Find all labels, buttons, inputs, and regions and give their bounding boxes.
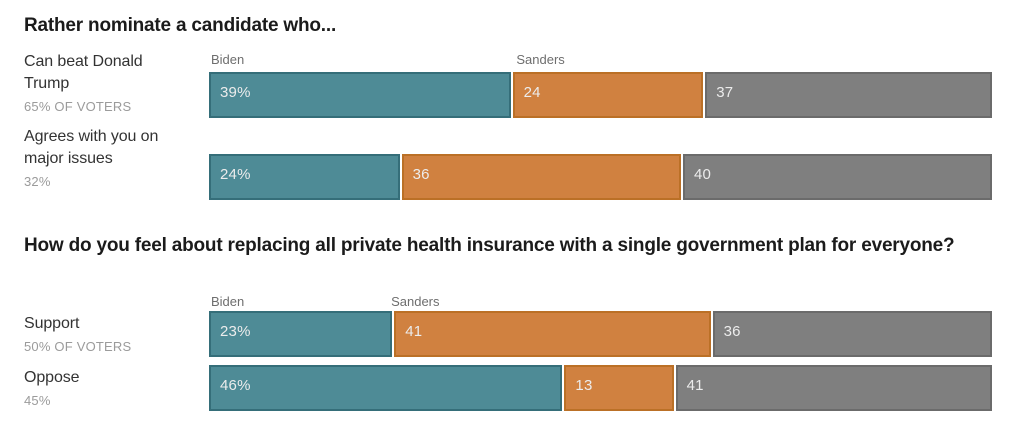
bar-value-label: 24%	[220, 166, 251, 183]
row-sublabel-text: 45%	[24, 393, 51, 408]
row-label-oppose: Oppose 45%	[24, 367, 186, 409]
bar-value-label: 41	[405, 323, 423, 340]
bar-value-label: 39%	[220, 84, 251, 101]
row-label-support: Support 50% OF VOTERS	[24, 313, 186, 355]
row-sublabel-text: 65% OF VOTERS	[24, 99, 132, 114]
bar-value-label: 46%	[220, 377, 251, 394]
bar-value-label: 24	[523, 84, 541, 101]
section-title-health-insurance: How do you feel about replacing all priv…	[24, 235, 955, 256]
row-sublabel-text: 50% OF VOTERS	[24, 339, 132, 354]
bar-value-label: 37	[716, 84, 734, 101]
bar-segment-sanders: 13	[564, 365, 674, 411]
bar-track-agrees-major-issues: 24% 36 40	[209, 154, 992, 200]
bar-value-label: 36	[723, 323, 741, 340]
bar-value-label: 36	[412, 166, 430, 183]
bar-track-support: 23% 41 36	[209, 311, 993, 357]
series-label-sanders: Sanders	[391, 294, 440, 309]
series-label-biden: Biden	[211, 294, 245, 309]
row-sublabel-text: 32%	[24, 174, 51, 189]
series-labels-nominate: Biden Sanders	[209, 52, 992, 68]
series-labels-health-insurance: Biden Sanders	[209, 294, 992, 310]
bar-value-label: 13	[575, 377, 593, 394]
row-label-text: Can beat Donald Trump	[24, 53, 143, 92]
bar-value-label: 23%	[220, 323, 251, 340]
bar-value-label: 40	[694, 166, 712, 183]
bar-segment-sanders: 24	[512, 72, 704, 118]
bar-segment-biden: 24%	[209, 154, 400, 200]
row-label-agrees-major-issues: Agrees with you on major issues 32%	[24, 126, 186, 190]
row-label-text: Support	[24, 315, 80, 332]
bar-segment-unlabeled: 37	[705, 72, 992, 118]
row-label-can-beat-trump: Can beat Donald Trump 65% OF VOTERS	[24, 51, 186, 115]
bar-segment-sanders: 41	[394, 311, 711, 357]
series-label-sanders: Sanders	[516, 52, 565, 67]
bar-segment-unlabeled: 36	[712, 311, 993, 357]
section-title-nominate: Rather nominate a candidate who...	[24, 15, 337, 36]
bar-segment-sanders: 36	[401, 154, 681, 200]
bar-segment-unlabeled: 41	[675, 365, 993, 411]
bar-track-oppose: 46% 13 41	[209, 365, 993, 411]
bar-segment-biden: 23%	[209, 311, 393, 357]
bar-value-label: 41	[686, 377, 704, 394]
bar-segment-biden: 39%	[209, 72, 511, 118]
bar-segment-unlabeled: 40	[683, 154, 992, 200]
row-label-text: Agrees with you on major issues	[24, 128, 159, 167]
bar-segment-biden: 46%	[209, 365, 563, 411]
bar-track-can-beat-trump: 39% 24 37	[209, 72, 992, 118]
series-label-biden: Biden	[211, 52, 245, 67]
row-label-text: Oppose	[24, 369, 80, 386]
